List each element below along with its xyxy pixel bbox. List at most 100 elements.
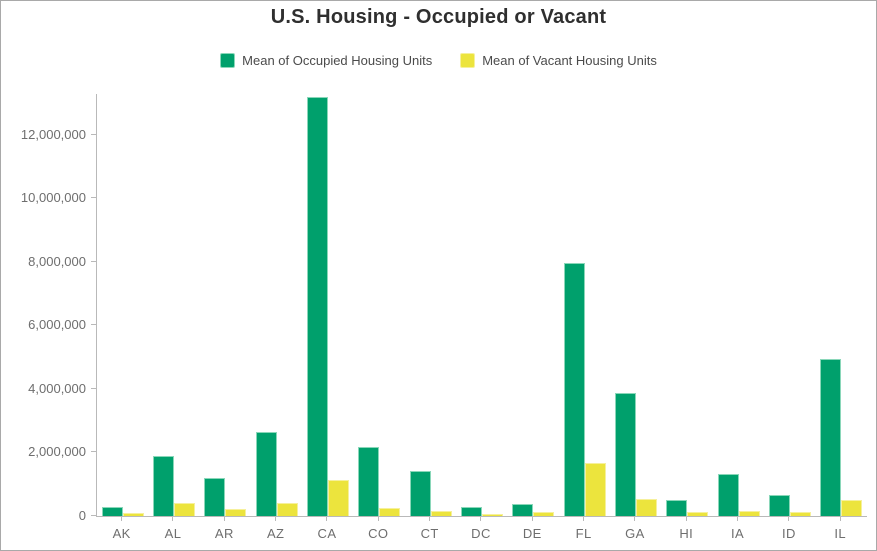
bar-group-ca [302, 94, 353, 516]
bar-occupied-ct[interactable] [409, 471, 431, 516]
y-tick-mark [91, 261, 96, 262]
bar-vacant-co[interactable] [379, 508, 401, 516]
x-tick-mark [788, 517, 790, 521]
bar-group-ar [200, 94, 251, 516]
bar-vacant-ak[interactable] [122, 513, 144, 516]
bar-group-fl [559, 94, 610, 516]
bar-occupied-id[interactable] [768, 495, 790, 516]
x-tick-label: AR [214, 526, 234, 541]
y-tick-label: 2,000,000 [28, 444, 86, 459]
y-tick-label: 10,000,000 [20, 190, 86, 205]
y-tick-label: 12,000,000 [20, 127, 86, 142]
bar-group-ct [405, 94, 456, 516]
legend-item-mean-of-occupied-housing-units[interactable]: Mean of Occupied Housing Units [220, 53, 432, 68]
y-tick-mark [91, 197, 96, 198]
x-axis-cell-az: AZ [250, 517, 301, 541]
y-tick-mark [91, 388, 96, 389]
y-tick-label: 6,000,000 [28, 317, 86, 332]
bar-vacant-ca[interactable] [327, 480, 349, 516]
x-tick-label: CA [317, 526, 337, 541]
legend: Mean of Occupied Housing Units Mean of Va… [1, 53, 876, 68]
legend-item-mean-of-vacant-housing-units[interactable]: Mean of Vacant Housing Units [460, 53, 657, 68]
bar-group-hi [662, 94, 713, 516]
bar-vacant-ar[interactable] [225, 509, 247, 516]
bar-vacant-ia[interactable] [738, 511, 760, 516]
bar-group-al [148, 94, 199, 516]
bar-occupied-ga[interactable] [614, 393, 636, 516]
x-tick-mark [223, 517, 225, 521]
bar-occupied-hi[interactable] [666, 500, 688, 516]
x-tick-mark [480, 517, 482, 521]
bar-vacant-ga[interactable] [635, 499, 657, 516]
x-axis-cell-co: CO [353, 517, 404, 541]
x-axis: AK AL AR AZ CA CO CT DC DE FL GA HI IA ID IL [96, 517, 866, 541]
bar-group-id [764, 94, 815, 516]
x-axis-cell-al: AL [147, 517, 198, 541]
x-axis-cell-fl: FL [558, 517, 609, 541]
x-axis-cell-ct: CT [404, 517, 455, 541]
bar-vacant-al[interactable] [173, 503, 195, 516]
y-tick-mark [91, 515, 96, 516]
bar-occupied-il[interactable] [820, 359, 842, 516]
x-tick-mark [429, 517, 431, 521]
x-axis-cell-ca: CA [301, 517, 352, 541]
bar-occupied-ia[interactable] [717, 474, 739, 516]
bar-group-de [508, 94, 559, 516]
x-tick-label: AL [164, 526, 182, 541]
bar-occupied-de[interactable] [512, 504, 534, 516]
bar-occupied-al[interactable] [152, 456, 174, 516]
bar-vacant-hi[interactable] [687, 512, 709, 516]
x-axis-cell-il: IL [815, 517, 866, 541]
bar-vacant-de[interactable] [533, 512, 555, 516]
x-tick-label: IL [834, 526, 847, 541]
bar-group-il [816, 94, 867, 516]
bar-occupied-ak[interactable] [101, 507, 123, 516]
x-axis-cell-hi: HI [661, 517, 712, 541]
y-tick-mark [91, 324, 96, 325]
x-axis-cell-ar: AR [199, 517, 250, 541]
y-axis: 0 2,000,000 4,000,000 6,000,000 8,000,000 10,… [1, 94, 96, 523]
bar-group-ia [713, 94, 764, 516]
x-tick-mark [634, 517, 636, 521]
bar-occupied-ar[interactable] [204, 478, 226, 516]
x-tick-label: CT [420, 526, 439, 541]
x-axis-cell-ak: AK [96, 517, 147, 541]
y-tick-mark [91, 134, 96, 135]
bar-occupied-dc[interactable] [460, 507, 482, 516]
x-tick-label: DE [522, 526, 542, 541]
bar-vacant-il[interactable] [841, 500, 863, 516]
bar-occupied-co[interactable] [358, 447, 380, 516]
legend-label: Mean of Occupied Housing Units [242, 53, 433, 68]
bar-group-dc [456, 94, 507, 516]
legend-swatch-icon [460, 53, 476, 68]
x-tick-label: CO [368, 526, 389, 541]
x-tick-mark [737, 517, 739, 521]
x-tick-mark [275, 517, 277, 521]
bar-occupied-az[interactable] [255, 432, 277, 516]
x-axis-cell-ga: GA [609, 517, 660, 541]
x-tick-mark [839, 517, 841, 521]
page-title: U.S. Housing - Occupied or Vacant [270, 6, 607, 28]
x-axis-cell-dc: DC [455, 517, 506, 541]
bar-vacant-ct[interactable] [430, 511, 452, 516]
legend-label: Mean of Vacant Housing Units [482, 53, 657, 68]
x-tick-label: ID [782, 526, 796, 541]
bar-occupied-fl[interactable] [563, 263, 585, 516]
bar-group-ak [97, 94, 148, 516]
x-tick-mark [326, 517, 328, 521]
bar-group-co [354, 94, 405, 516]
bar-vacant-dc[interactable] [481, 514, 503, 516]
x-axis-cell-ia: IA [712, 517, 763, 541]
y-tick-label: 0 [78, 508, 86, 523]
bar-vacant-az[interactable] [276, 503, 298, 516]
x-tick-mark [685, 517, 687, 521]
x-tick-label: DC [471, 526, 491, 541]
bar-vacant-id[interactable] [789, 512, 811, 516]
bar-occupied-ca[interactable] [306, 97, 328, 516]
bar-vacant-fl[interactable] [584, 463, 606, 516]
x-tick-label: IA [731, 526, 745, 541]
bar-group-ga [610, 94, 661, 516]
x-tick-label: HI [679, 526, 694, 541]
x-tick-mark [121, 517, 123, 521]
x-tick-mark [583, 517, 585, 521]
